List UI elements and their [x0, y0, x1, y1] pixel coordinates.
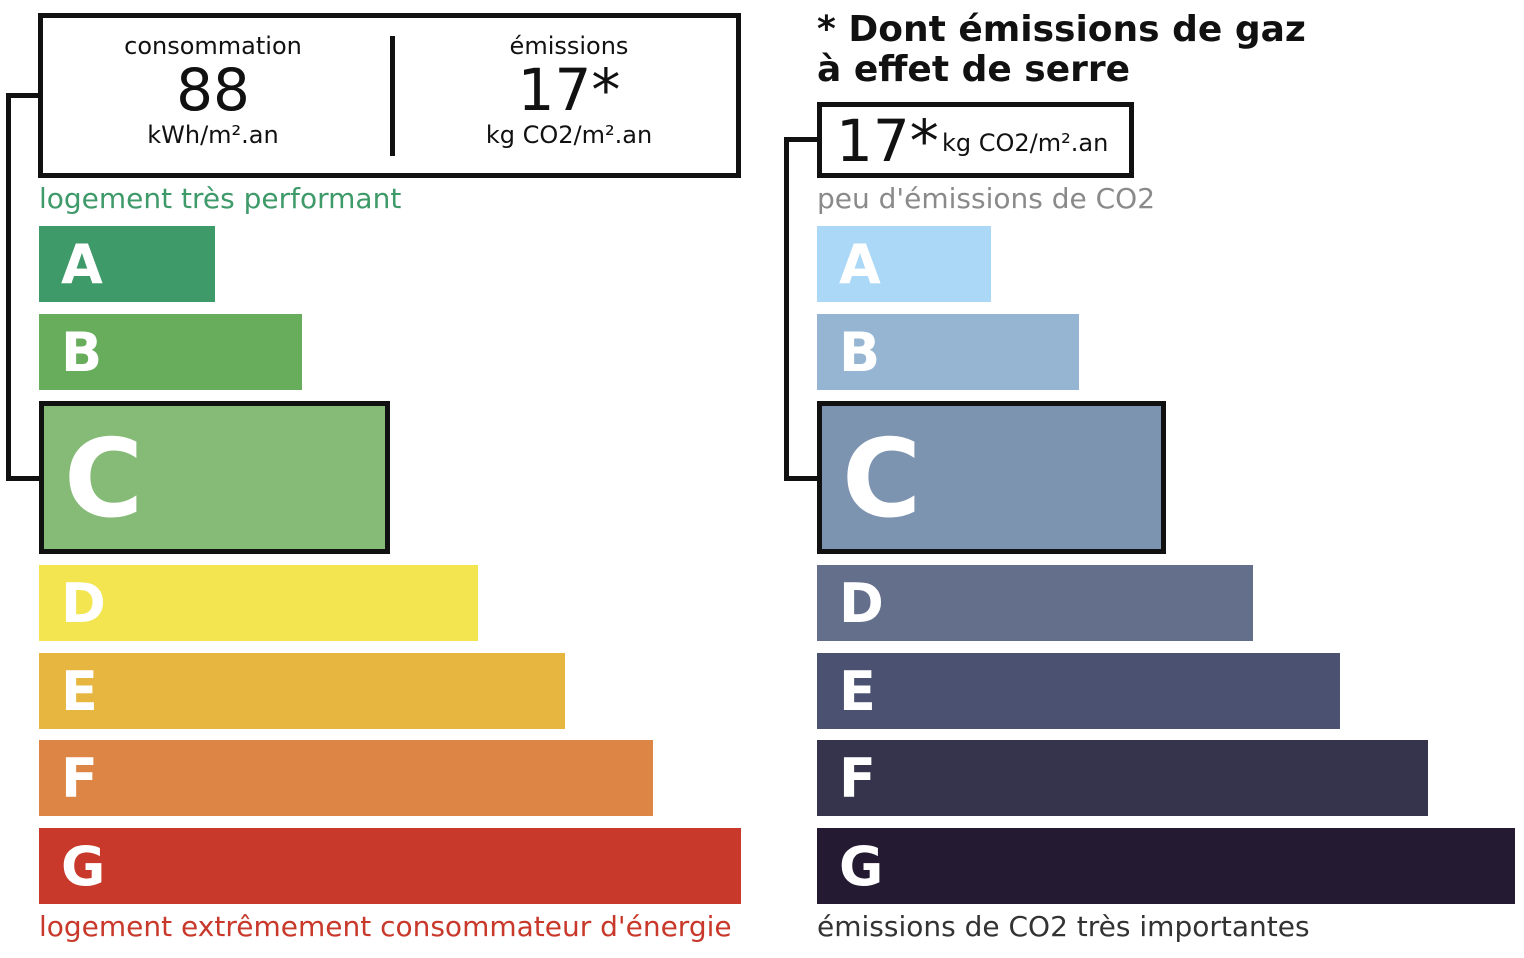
ges-value: 17* [836, 107, 939, 175]
energy-class-letter: F [61, 747, 98, 810]
ges-class-letter: B [839, 321, 881, 384]
energy-class-letter: G [61, 835, 106, 898]
emissions-label: émissions [509, 32, 629, 60]
ges-value-box: 17* kg CO2/m².an [817, 102, 1134, 178]
emissions-unit: kg CO2/m².an [485, 120, 653, 149]
consumption-cell: consommation 88 kWh/m².an [83, 32, 343, 149]
energy-top-label: logement très performant [39, 182, 402, 215]
ges-top-label: peu d'émissions de CO2 [817, 182, 1156, 215]
consumption-unit: kWh/m².an [147, 120, 279, 149]
consumption-label: consommation [124, 32, 302, 60]
emissions-cell: émissions 17* kg CO2/m².an [435, 32, 703, 149]
ges-class-letter: E [839, 660, 876, 723]
emissions-value: 17* [517, 56, 621, 124]
ges-class-letter: A [839, 233, 881, 296]
ges-bottom-label: émissions de CO2 très importantes [817, 910, 1310, 943]
ges-class-letter: G [839, 835, 884, 898]
energy-bar-a: A [39, 226, 215, 302]
energy-class-letter: E [61, 660, 98, 723]
ges-class-letter: C [842, 417, 922, 542]
energy-bar-f: F [39, 740, 653, 816]
energy-bar-d: D [39, 565, 478, 641]
energy-class-letter: C [64, 417, 144, 542]
energy-bar-b: B [39, 314, 302, 390]
ges-note-line2: à effet de serre [817, 49, 1131, 90]
ges-class-letter: D [839, 572, 884, 635]
energy-bar-c: C [39, 401, 390, 554]
ges-note: * Dont émissions de gaz à effet de serre [817, 10, 1306, 90]
ges-class-letter: F [839, 747, 876, 810]
energy-connector [6, 93, 42, 481]
energy-class-letter: A [61, 233, 103, 296]
ges-bar-c: C [817, 401, 1166, 554]
energy-bottom-label: logement extrêmement consommateur d'éner… [39, 910, 732, 943]
ges-note-line1: * Dont émissions de gaz [817, 9, 1306, 50]
energy-bar-e: E [39, 653, 565, 729]
ges-bar-e: E [817, 653, 1340, 729]
energy-summary-box: consommation 88 kWh/m².an émissions 17* … [38, 13, 741, 178]
energy-class-letter: B [61, 321, 103, 384]
consumption-value: 88 [176, 56, 250, 124]
ges-bar-g: G [817, 828, 1515, 904]
ges-bar-d: D [817, 565, 1253, 641]
energy-class-letter: D [61, 572, 106, 635]
ges-unit: kg CO2/m².an [942, 129, 1109, 157]
ges-connector [784, 137, 820, 481]
ges-bar-a: A [817, 226, 991, 302]
ges-bar-f: F [817, 740, 1428, 816]
summary-divider [390, 36, 395, 156]
energy-bar-g: G [39, 828, 741, 904]
ges-bar-b: B [817, 314, 1079, 390]
